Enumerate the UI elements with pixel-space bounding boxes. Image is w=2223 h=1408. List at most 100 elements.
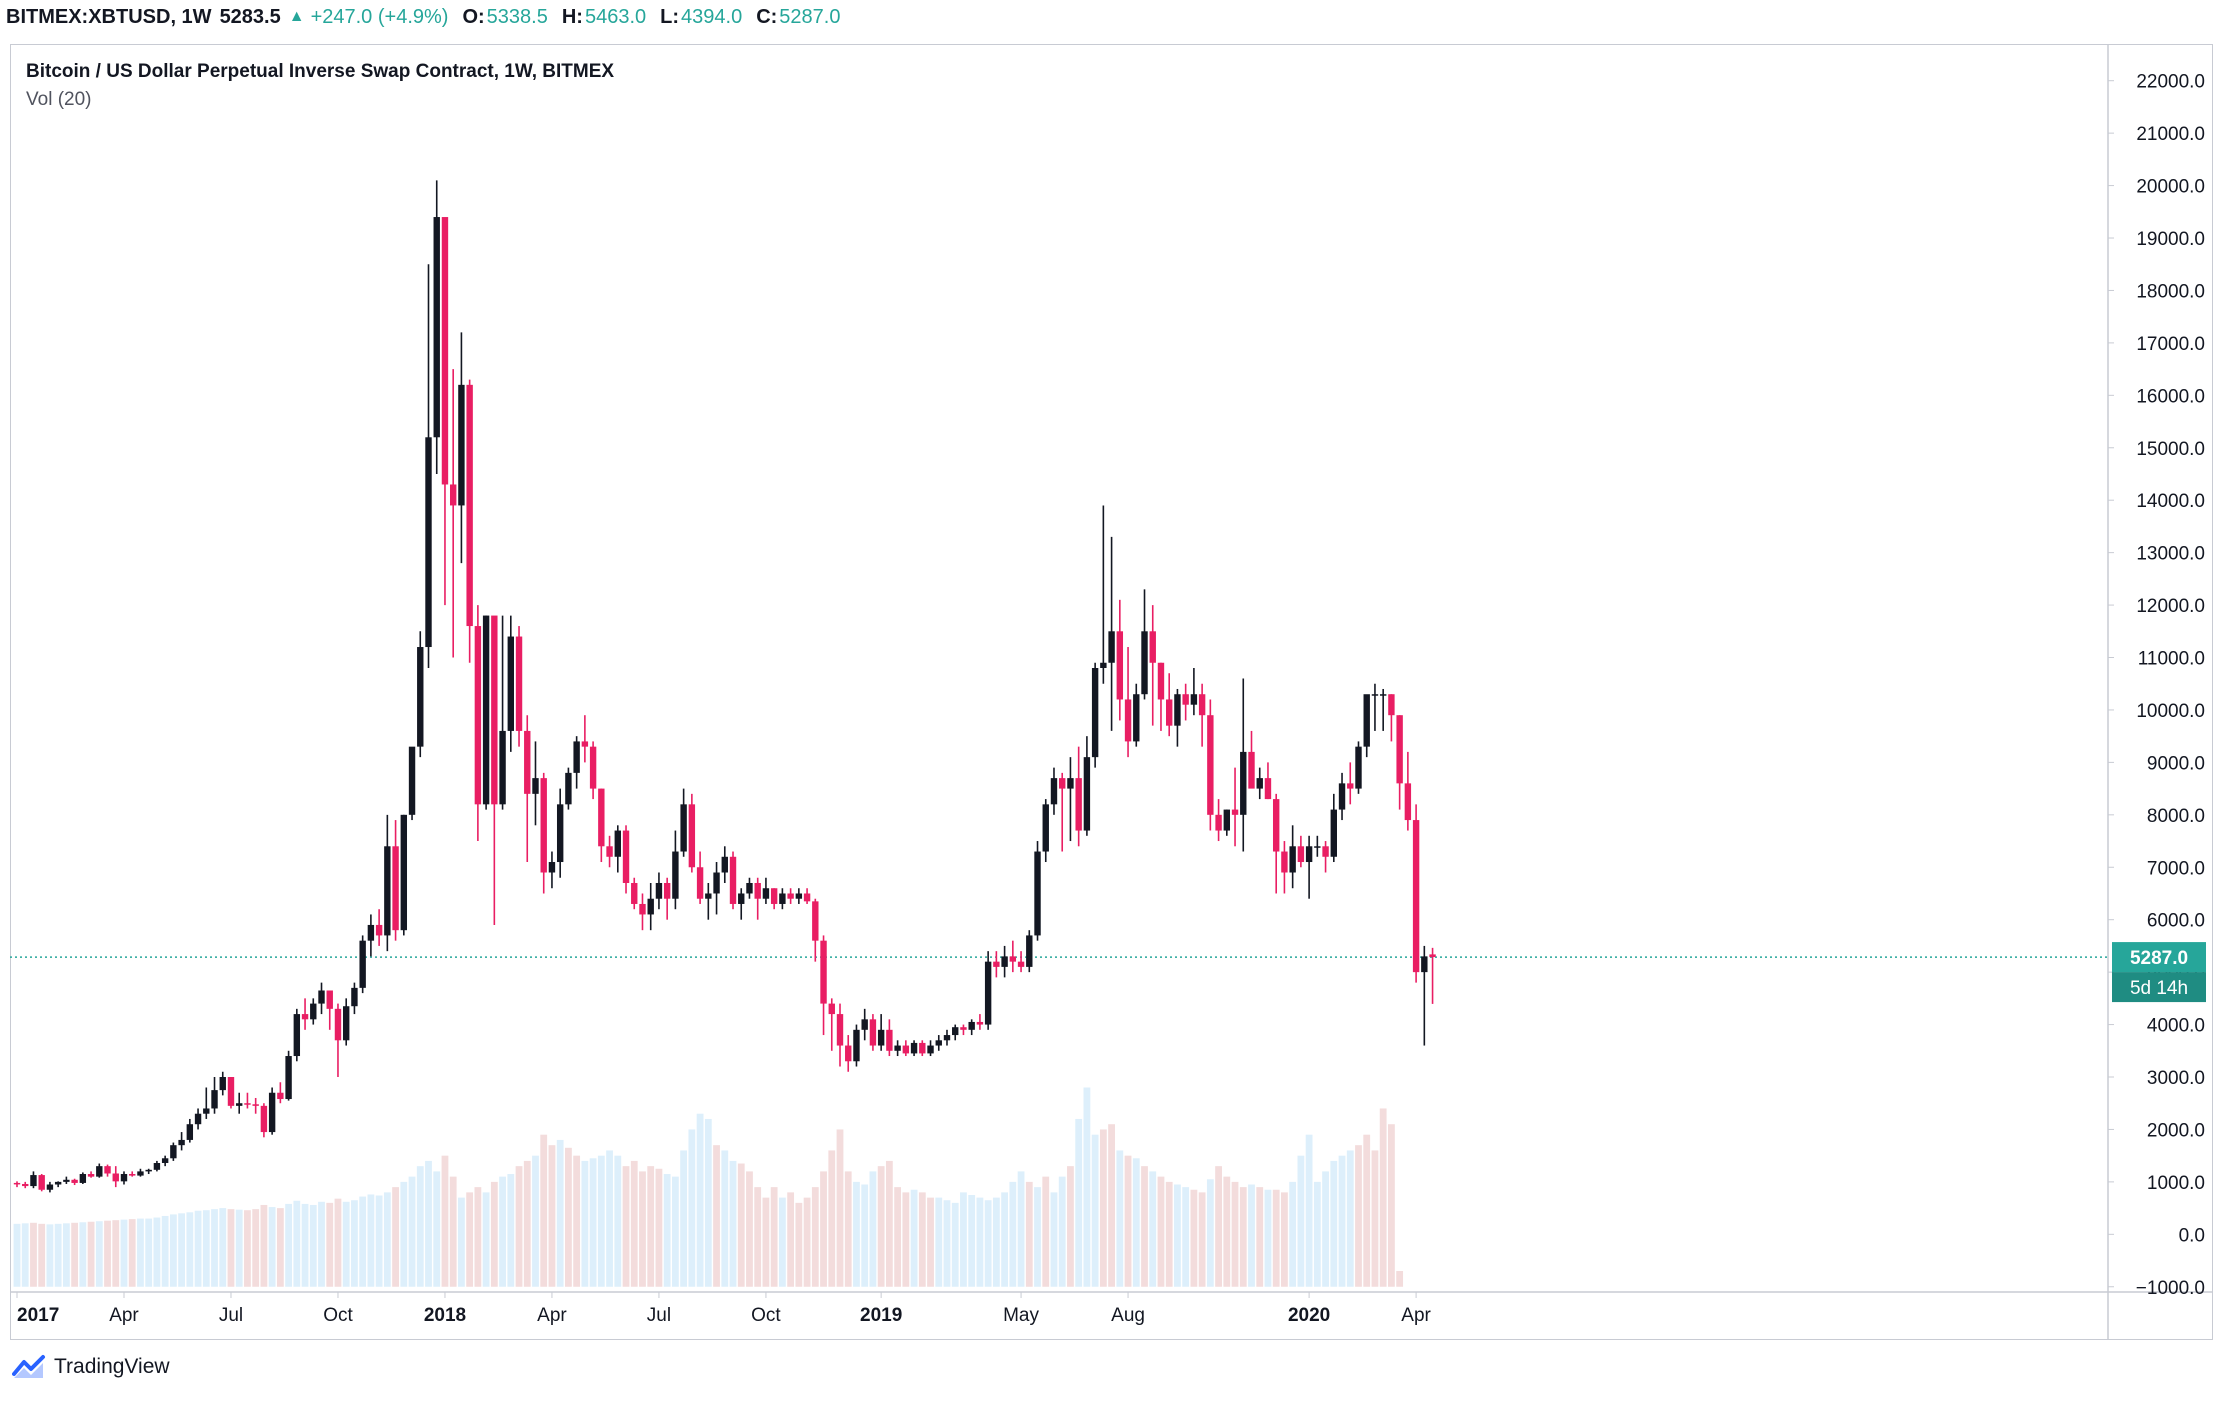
candle[interactable] <box>705 882 712 920</box>
candle[interactable] <box>622 825 630 894</box>
candle[interactable] <box>1322 841 1329 873</box>
candle[interactable] <box>384 814 391 952</box>
candle[interactable] <box>104 1164 111 1177</box>
candle[interactable] <box>334 1003 342 1078</box>
candle[interactable] <box>820 935 827 1036</box>
candle[interactable] <box>680 788 687 857</box>
candle[interactable] <box>474 605 482 842</box>
candle[interactable] <box>1141 589 1148 700</box>
volume-indicator-label[interactable]: Vol (20) <box>26 89 92 110</box>
candle[interactable] <box>227 1077 235 1109</box>
candle[interactable] <box>919 1040 926 1057</box>
candle[interactable] <box>441 217 449 606</box>
candle[interactable] <box>754 877 761 920</box>
candle[interactable] <box>606 835 613 868</box>
candle[interactable] <box>433 180 440 474</box>
candle[interactable] <box>861 1008 868 1041</box>
candle[interactable] <box>803 888 811 904</box>
candle[interactable] <box>351 982 358 1015</box>
candle[interactable] <box>762 877 770 904</box>
candle[interactable] <box>219 1071 226 1096</box>
candle[interactable] <box>310 998 317 1025</box>
candle[interactable] <box>828 998 835 1051</box>
candle[interactable] <box>1396 715 1403 810</box>
candle[interactable] <box>161 1155 169 1167</box>
candle[interactable] <box>1108 536 1115 731</box>
candle[interactable] <box>1190 668 1198 716</box>
candle[interactable] <box>845 1035 852 1072</box>
candle[interactable] <box>565 767 572 810</box>
candle[interactable] <box>943 1029 951 1046</box>
candle[interactable] <box>38 1174 45 1192</box>
candle[interactable] <box>1256 767 1263 800</box>
candle[interactable] <box>145 1168 152 1175</box>
candle[interactable] <box>79 1172 87 1184</box>
candle[interactable] <box>1009 940 1017 973</box>
candle[interactable] <box>87 1171 95 1178</box>
candle[interactable] <box>812 898 819 962</box>
candle[interactable] <box>112 1166 119 1188</box>
candle[interactable] <box>1264 762 1272 800</box>
candle[interactable] <box>853 1024 860 1067</box>
candle[interactable] <box>746 877 753 899</box>
candle[interactable] <box>1215 799 1222 842</box>
candle[interactable] <box>499 615 506 810</box>
last-price-tag[interactable]: 5287.0 5d 14h <box>2112 942 2206 1003</box>
candle[interactable] <box>902 1040 910 1057</box>
candle[interactable] <box>178 1132 185 1151</box>
candle[interactable] <box>1050 767 1058 815</box>
candle[interactable] <box>614 825 621 873</box>
candle[interactable] <box>449 369 457 658</box>
candle[interactable] <box>458 332 465 564</box>
candle[interactable] <box>1272 793 1280 894</box>
candle[interactable] <box>1248 730 1255 789</box>
candle[interactable] <box>1133 683 1140 747</box>
candle[interactable] <box>1289 825 1296 889</box>
candle[interactable] <box>713 862 720 915</box>
candle[interactable] <box>482 615 490 810</box>
candle[interactable] <box>1149 605 1156 726</box>
candle[interactable] <box>375 909 383 946</box>
candle[interactable] <box>1347 762 1354 805</box>
candle[interactable] <box>293 1008 301 1062</box>
candle[interactable] <box>1116 599 1124 721</box>
candle[interactable] <box>631 877 638 910</box>
candle[interactable] <box>54 1181 62 1188</box>
symbol-label[interactable]: BITMEX:XBTUSD, 1W <box>6 5 212 28</box>
candle[interactable] <box>696 851 704 904</box>
candle[interactable] <box>301 998 309 1030</box>
candle[interactable] <box>532 741 539 826</box>
candle[interactable] <box>268 1087 276 1135</box>
candle[interactable] <box>285 1050 292 1101</box>
candle[interactable] <box>795 888 803 904</box>
candle[interactable] <box>1157 662 1165 731</box>
candle[interactable] <box>515 626 523 747</box>
candle[interactable] <box>120 1171 128 1185</box>
candle[interactable] <box>672 830 679 910</box>
candle[interactable] <box>927 1040 934 1057</box>
candle[interactable] <box>1034 841 1041 941</box>
candle[interactable] <box>1124 647 1132 758</box>
candle[interactable] <box>968 1019 975 1036</box>
candle[interactable] <box>1231 767 1239 847</box>
candle[interactable] <box>663 877 671 920</box>
candle[interactable] <box>211 1077 218 1114</box>
candle[interactable] <box>1412 804 1420 983</box>
candle[interactable] <box>1421 945 1428 1046</box>
candle[interactable] <box>639 893 646 931</box>
candle[interactable] <box>1281 841 1288 894</box>
candle[interactable] <box>877 1014 885 1051</box>
candle[interactable] <box>137 1168 144 1177</box>
candle[interactable] <box>984 951 992 1030</box>
candle[interactable] <box>1067 757 1074 842</box>
candle[interactable] <box>236 1092 243 1114</box>
candle[interactable] <box>400 814 408 936</box>
candle[interactable] <box>581 715 589 763</box>
candle[interactable] <box>688 793 696 873</box>
candle[interactable] <box>729 851 737 910</box>
candle[interactable] <box>910 1040 918 1057</box>
candle[interactable] <box>359 935 366 994</box>
candle[interactable] <box>1355 741 1362 794</box>
candle[interactable] <box>1100 505 1107 684</box>
